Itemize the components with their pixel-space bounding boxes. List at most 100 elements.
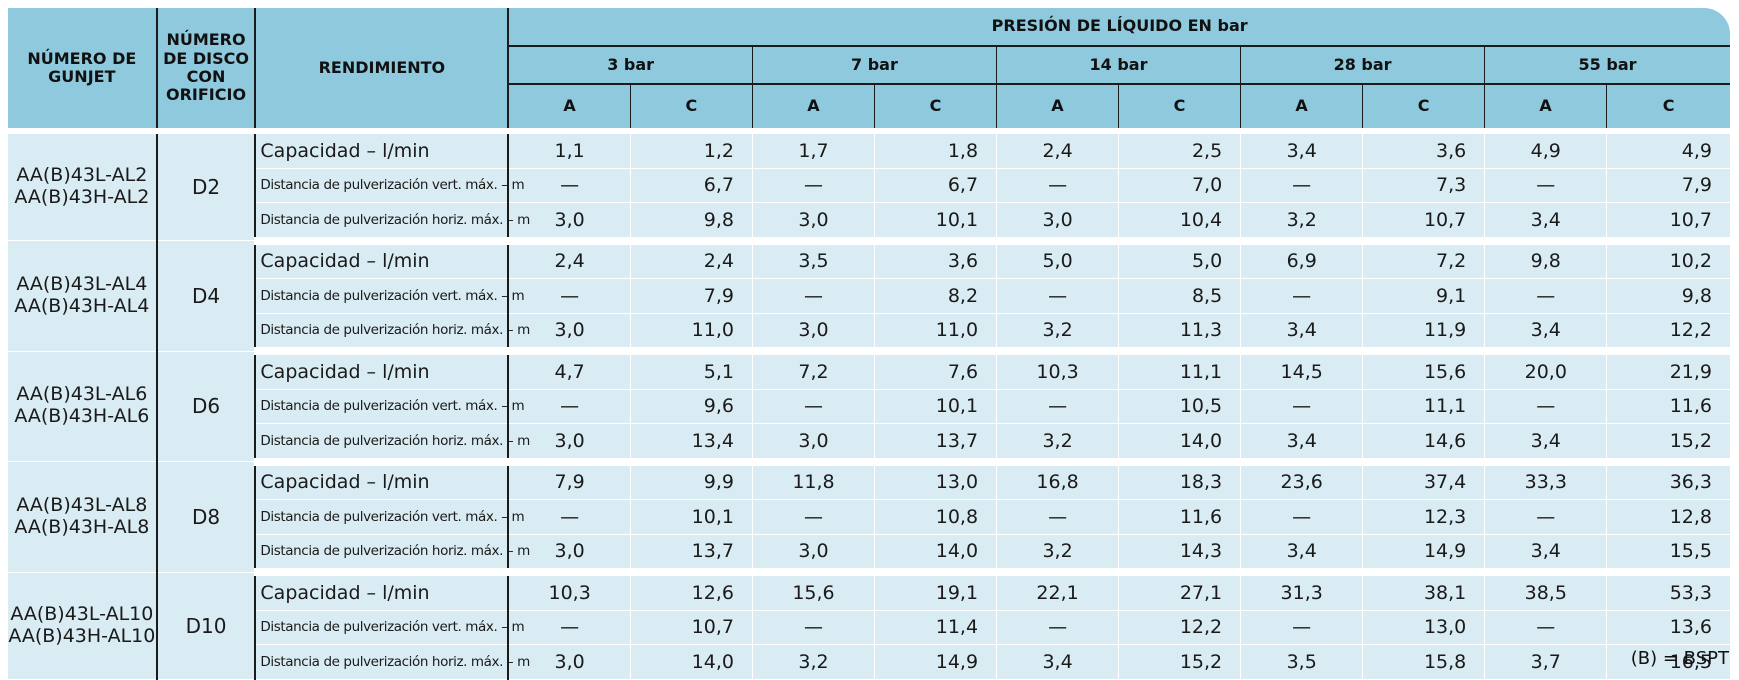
cell-c: 15,6 — [1362, 351, 1485, 390]
cell-c: 1,8 — [874, 134, 997, 169]
cell-a: 7,2 — [751, 351, 875, 390]
cell-a: 3,2 — [996, 313, 1119, 355]
cell-a: — — [508, 168, 631, 203]
gunjet-l-model: AA(B)43L-AL6 — [16, 383, 148, 406]
performance-label: Distancia de pulverización vert. máx. – … — [255, 389, 525, 424]
cell-c: 11,0 — [874, 313, 997, 355]
cell-a: 38,5 — [1484, 572, 1607, 611]
pressure-header: 14 bar — [996, 46, 1242, 85]
performance-label: Capacidad – l/min — [255, 572, 510, 611]
cell-c: 12,8 — [1606, 499, 1730, 535]
cell-a: — — [508, 499, 631, 535]
cell-a: 7,9 — [508, 461, 631, 500]
cell-c: 15,5 — [1606, 534, 1730, 576]
column-c-header: C — [874, 84, 997, 128]
cell-a: — — [1240, 278, 1363, 314]
cell-a: 10,3 — [508, 572, 631, 611]
cell-a: 3,7 — [1484, 644, 1607, 680]
cell-c: 10,1 — [629, 499, 753, 535]
cell-c: 21,9 — [1606, 351, 1730, 390]
cell-c: 7,6 — [874, 351, 997, 390]
table-row: Distancia de pulverización horiz. máx. –… — [8, 644, 1730, 680]
gunjet-l-model: AA(B)43L-AL10 — [10, 602, 154, 625]
cell-a: 3,5 — [1240, 644, 1363, 680]
cell-a: 3,4 — [1484, 423, 1607, 466]
column-c-header: C — [1118, 84, 1242, 128]
performance-label: Distancia de pulverización vert. máx. – … — [255, 278, 525, 314]
cell-a: 3,2 — [1240, 202, 1363, 245]
cell-a: 3,0 — [508, 534, 631, 576]
performance-label: Distancia de pulverización horiz. máx. –… — [255, 644, 530, 680]
cell-c: 9,1 — [1362, 278, 1485, 314]
cell-c: 7,9 — [1606, 168, 1730, 203]
cell-c: 37,4 — [1362, 461, 1485, 500]
table-row: Distancia de pulverización vert. máx. – … — [8, 499, 1730, 535]
cell-a: 1,7 — [751, 134, 875, 169]
cell-c: 11,6 — [1118, 499, 1241, 535]
disc-number: D10 — [156, 572, 257, 680]
cell-a: 14,5 — [1240, 351, 1363, 390]
cell-a: 15,6 — [751, 572, 875, 611]
cell-c: 14,9 — [1362, 534, 1485, 576]
column-a-header: A — [752, 84, 875, 128]
cell-a: 9,8 — [1484, 240, 1607, 279]
gunjet-l-model: AA(B)43L-AL4 — [16, 272, 148, 295]
disc-number: D8 — [156, 461, 257, 573]
cell-a: — — [996, 610, 1119, 645]
cell-a: 3,0 — [508, 313, 631, 355]
table-row: AA(B)43L-AL6 AA(B)43H-AL6 D6 Capacidad – l/… — [8, 351, 1730, 462]
column-a-header: A — [1240, 84, 1364, 128]
cell-c: 13,0 — [1362, 610, 1485, 645]
cell-a: 16,8 — [996, 461, 1119, 500]
gunjet-header: NÚMERO DE GUNJET — [8, 8, 158, 128]
cell-c: 11,0 — [629, 313, 753, 355]
cell-a: — — [751, 168, 875, 203]
cell-a: 3,4 — [1240, 423, 1363, 466]
cell-a: 31,3 — [1240, 572, 1363, 611]
cell-a: 23,6 — [1240, 461, 1363, 500]
cell-c: 12,2 — [1606, 313, 1730, 355]
cell-a: 2,4 — [996, 134, 1119, 169]
column-a-header: A — [1484, 84, 1608, 128]
cell-c: 11,6 — [1606, 389, 1730, 424]
cell-a: 5,0 — [996, 240, 1119, 279]
cell-c: 36,3 — [1606, 461, 1730, 500]
cell-a: — — [1484, 168, 1607, 203]
cell-c: 8,2 — [874, 278, 997, 314]
cell-c: 11,9 — [1362, 313, 1485, 355]
cell-a: 3,2 — [751, 644, 875, 680]
cell-a: — — [751, 389, 875, 424]
performance-label: Capacidad – l/min — [255, 461, 510, 500]
cell-a: — — [1240, 610, 1363, 645]
cell-c: 14,0 — [874, 534, 997, 576]
performance-label: Capacidad – l/min — [255, 134, 510, 169]
cell-c: 9,9 — [629, 461, 753, 500]
cell-c: 15,2 — [1118, 644, 1241, 680]
gunjet-h-model: AA(B)43H-AL2 — [14, 186, 150, 208]
cell-a: 3,4 — [1240, 313, 1363, 355]
cell-c: 3,6 — [874, 240, 997, 279]
cell-c: 10,5 — [1118, 389, 1241, 424]
cell-a: 11,8 — [751, 461, 875, 500]
cell-a: 3,4 — [1484, 534, 1607, 576]
cell-c: 4,9 — [1606, 134, 1730, 169]
cell-c: 14,0 — [1118, 423, 1241, 466]
gunjet-number: AA(B)43L-AL2 AA(B)43H-AL2 — [8, 134, 158, 241]
performance-label: Distancia de pulverización horiz. máx. –… — [255, 534, 530, 576]
cell-c: 10,1 — [874, 202, 997, 245]
cell-a: 33,3 — [1484, 461, 1607, 500]
cell-c: 16,5 — [1606, 644, 1730, 680]
cell-c: 13,4 — [629, 423, 753, 466]
cell-c: 10,4 — [1118, 202, 1241, 245]
cell-a: — — [508, 278, 631, 314]
cell-c: 10,2 — [1606, 240, 1730, 279]
cell-c: 10,7 — [1362, 202, 1485, 245]
gunjet-l-model: AA(B)43L-AL8 — [16, 493, 148, 516]
cell-c: 14,9 — [874, 644, 997, 680]
cell-a: 4,9 — [1484, 134, 1607, 169]
table-row: AA(B)43L-AL4 AA(B)43H-AL4 D4 Capacidad – l/… — [8, 240, 1730, 352]
cell-c: 14,0 — [629, 644, 753, 680]
gunjet-h-model: AA(B)43H-AL6 — [14, 405, 150, 428]
performance-label: Distancia de pulverización horiz. máx. –… — [255, 423, 530, 466]
cell-a: 3,2 — [996, 534, 1119, 576]
